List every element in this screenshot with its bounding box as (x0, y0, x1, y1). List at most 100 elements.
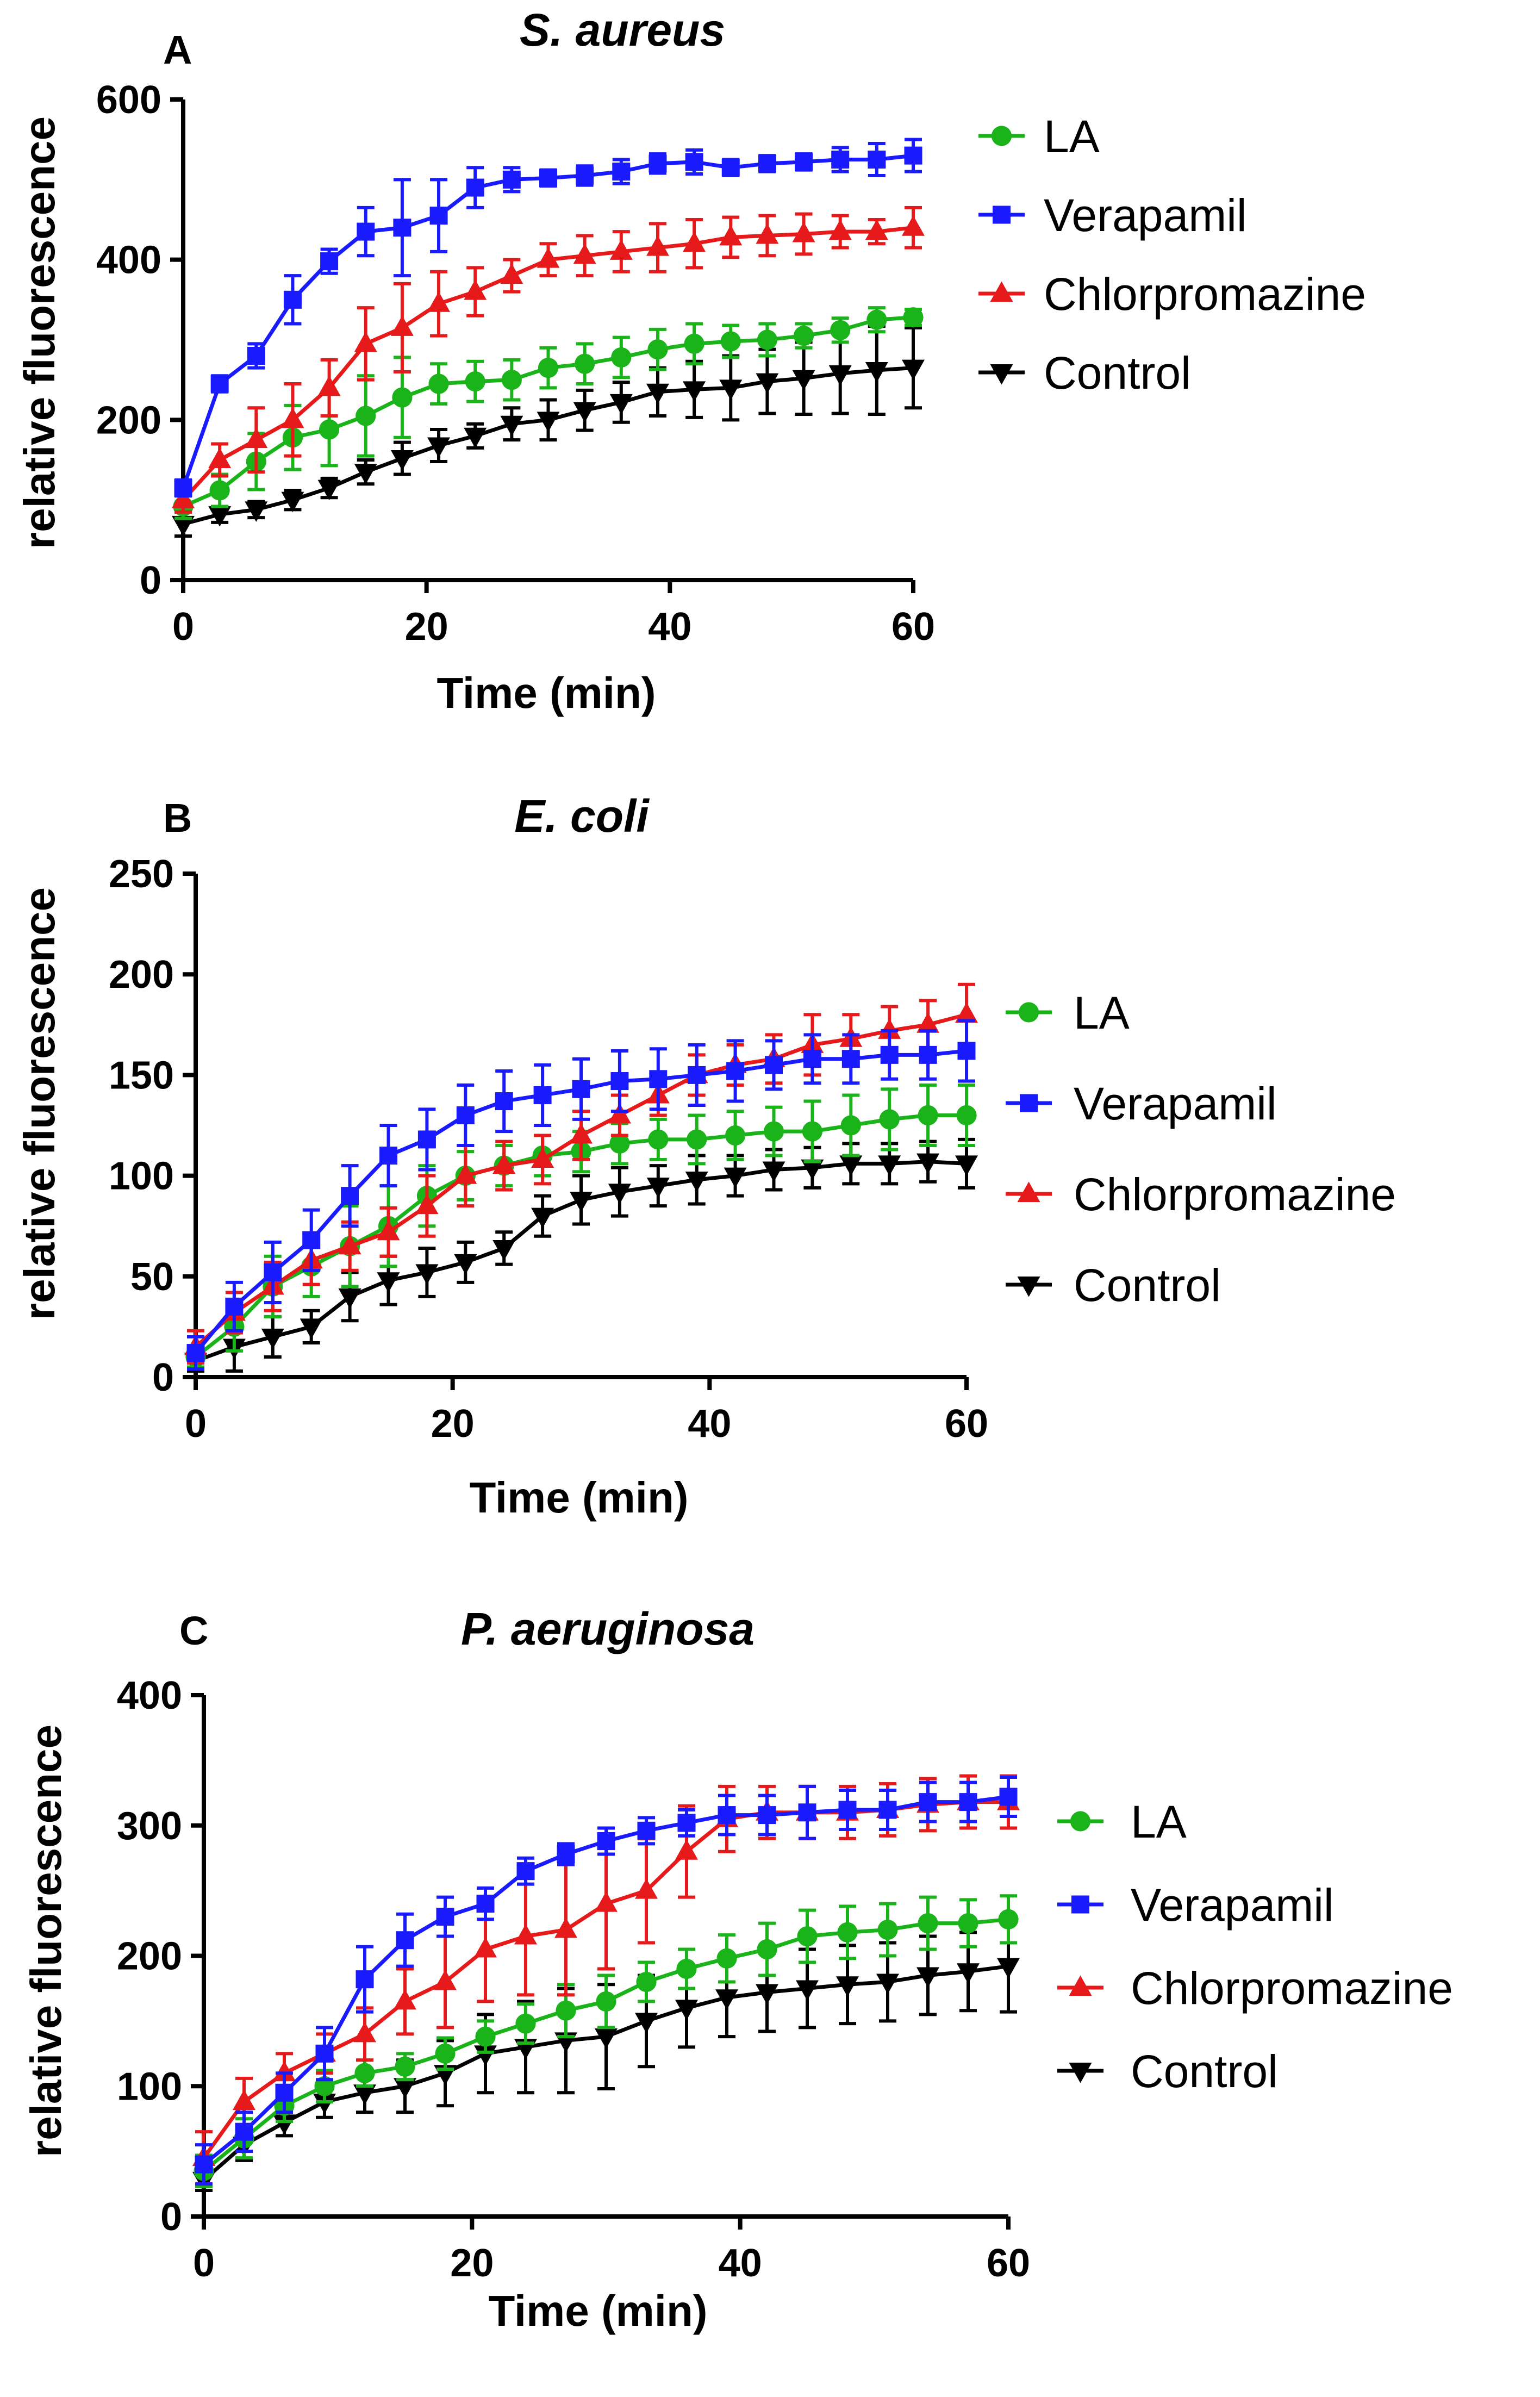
data-point (476, 1895, 495, 1913)
legend: LA Verapamil Chlorpromazine Control (978, 111, 1366, 399)
data-point (637, 1821, 656, 1840)
data-point (726, 1062, 745, 1080)
data-point (531, 1207, 554, 1229)
data-point (795, 153, 813, 171)
legend-marker-shape (990, 364, 1013, 385)
data-point (715, 1989, 738, 2010)
data-point (353, 2021, 376, 2043)
legend-marker-control (1057, 2063, 1103, 2083)
panel-title-p-aeruginosa: P. aeruginosa (461, 1603, 755, 1654)
data-point (283, 290, 302, 309)
data-point (647, 339, 668, 360)
legend-entry-verapamil: Verapamil (1057, 1879, 1334, 1931)
data-point (570, 1123, 593, 1144)
data-point (918, 1105, 938, 1126)
data-point (683, 381, 706, 402)
legend-marker-shape (1017, 1181, 1040, 1202)
data-point (338, 1234, 361, 1255)
data-point (356, 406, 376, 426)
data-point (688, 1066, 706, 1084)
data-point (762, 1161, 785, 1182)
legend-entry-chlorpromazine: Chlorpromazine (1006, 1169, 1396, 1220)
data-point (195, 2155, 213, 2174)
data-point (465, 371, 485, 392)
data-point (537, 412, 560, 432)
data-point (765, 1056, 783, 1074)
data-point (356, 1970, 374, 1989)
data-point (865, 219, 888, 240)
series-layer (172, 138, 925, 538)
legend-marker-shape (990, 281, 1013, 302)
y-tick-label: 50 (130, 1255, 174, 1299)
data-point (174, 479, 192, 497)
data-point (636, 1971, 657, 1993)
legend-entry-control: Control (978, 347, 1191, 399)
y-tick-label: 0 (140, 559, 161, 602)
data-point (877, 1919, 898, 1940)
y-tick-label: 200 (96, 399, 161, 442)
data-point (612, 163, 631, 181)
data-point (379, 1147, 397, 1165)
data-point (916, 1153, 940, 1174)
data-point (313, 2094, 336, 2114)
data-point (595, 1891, 618, 1912)
x-axis-title: Time (min) (469, 1473, 688, 1522)
data-point (575, 353, 595, 374)
data-point (475, 2026, 496, 2047)
y-tick-label: 0 (160, 2195, 182, 2239)
data-point (317, 480, 341, 501)
y-tick-label: 100 (117, 2065, 182, 2108)
data-point (474, 2045, 497, 2066)
data-point (676, 1958, 697, 1979)
data-point (838, 1801, 857, 1819)
legend-marker-shape (1069, 2063, 1092, 2083)
data-point (464, 427, 487, 449)
data-point (803, 1050, 821, 1068)
legend-entry-la: LA (978, 111, 1100, 162)
data-point (233, 2089, 255, 2110)
data-point (918, 1913, 938, 1934)
data-point (802, 1121, 822, 1142)
data-point (685, 1172, 708, 1192)
data-point (247, 346, 265, 365)
data-point (609, 394, 633, 415)
y-axis-title: relative fluorescence (15, 887, 64, 1320)
data-point (353, 2084, 376, 2105)
data-point (315, 2044, 334, 2063)
x-tick-label: 0 (185, 1402, 207, 1446)
data-point (464, 279, 487, 300)
data-point (338, 1288, 361, 1309)
data-point (687, 1129, 707, 1150)
data-point (763, 1121, 784, 1142)
data-point (757, 329, 777, 350)
legend-label-verapamil: Verapamil (1044, 190, 1247, 241)
panel-letter-c: C (179, 1608, 208, 1653)
data-point (572, 1080, 590, 1098)
data-point (793, 326, 814, 346)
data-point (595, 2028, 618, 2049)
data-point (434, 1969, 457, 1990)
y-axis-title: relative fluorescence (15, 116, 64, 549)
legend-marker-shape (1069, 1975, 1092, 1996)
data-point (186, 1344, 205, 1362)
data-point (573, 243, 596, 264)
data-point (919, 1045, 937, 1064)
data-point (377, 1272, 400, 1293)
data-point (502, 170, 521, 189)
legend-label-chlorpromazine: Chlorpromazine (1074, 1169, 1396, 1220)
data-point (720, 331, 741, 352)
data-point (684, 333, 704, 354)
data-point (514, 1924, 537, 1945)
data-point (539, 169, 557, 187)
data-point (956, 1105, 977, 1126)
data-point (878, 1801, 897, 1819)
data-point (999, 1788, 1018, 1806)
y-tick-label: 100 (109, 1155, 174, 1198)
data-point (719, 379, 743, 400)
legend-entry-chlorpromazine: Chlorpromazine (978, 269, 1366, 320)
x-axis-title: Time (min) (437, 669, 656, 717)
data-point (245, 501, 268, 522)
panel-title-e-coli: E. coli (514, 790, 650, 842)
data-point (454, 1163, 477, 1184)
data-point (955, 1155, 978, 1176)
